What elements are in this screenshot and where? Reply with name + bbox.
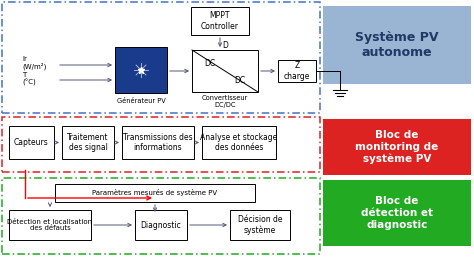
Text: Bloc de
monitoring de
système PV: Bloc de monitoring de système PV [356,130,438,164]
Text: Analyse et stockage
des données: Analyse et stockage des données [201,133,278,152]
Text: D: D [222,41,228,50]
Text: DC: DC [235,76,246,85]
Text: Paramètres mesurés de système PV: Paramètres mesurés de système PV [92,189,218,197]
Text: Traitement
des signal: Traitement des signal [67,133,109,152]
Text: Capteurs: Capteurs [14,138,49,147]
Text: Z
charge: Z charge [284,61,310,81]
Bar [55,184,255,202]
Text: Générateur PV: Générateur PV [117,98,165,104]
Text: DC: DC [204,59,215,68]
Bar [2,178,320,254]
Text: T
(°C): T (°C) [22,72,36,86]
Bar [122,126,194,159]
Text: Décision de
système: Décision de système [238,215,282,235]
Bar [192,50,258,92]
Text: Convertisseur
DC/DC: Convertisseur DC/DC [202,95,248,107]
Bar [323,119,471,175]
Bar [191,7,249,35]
Bar [278,60,316,82]
Bar [9,210,91,240]
Bar [2,2,320,113]
Bar [230,210,290,240]
Text: Détection et localisation
des défauts: Détection et localisation des défauts [8,218,92,232]
Bar [135,210,187,240]
Bar [202,126,276,159]
Bar [323,6,471,84]
Text: Bloc de
détection et
diagnostic: Bloc de détection et diagnostic [361,196,433,230]
Bar [115,47,167,93]
Text: Transmissions des
informations: Transmissions des informations [123,133,193,152]
Text: Ir
(W/m²): Ir (W/m²) [22,56,46,70]
Bar [323,180,471,246]
Text: Système PV
autonome: Système PV autonome [355,31,439,59]
Bar [62,126,114,159]
Bar [2,117,320,172]
Text: MPPT
Controller: MPPT Controller [201,11,239,31]
Bar [9,126,54,159]
Text: Diagnostic: Diagnostic [141,221,182,230]
